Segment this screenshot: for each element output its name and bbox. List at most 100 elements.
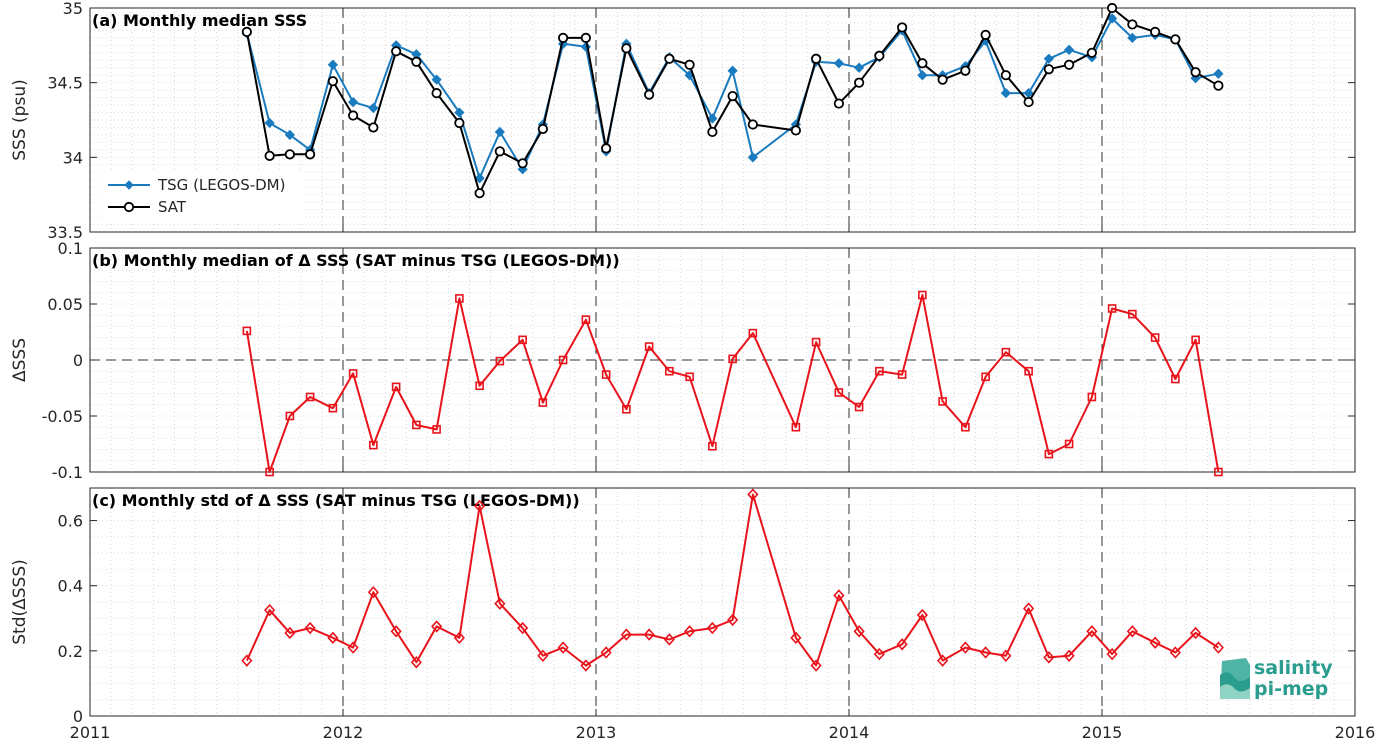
y-tick-label: -0.05 bbox=[42, 407, 83, 426]
series-line bbox=[245, 17, 1219, 180]
data-point bbox=[1000, 70, 1011, 81]
data-point bbox=[1213, 68, 1224, 79]
data-point bbox=[264, 603, 276, 617]
data-point bbox=[747, 152, 758, 163]
data-point bbox=[644, 342, 654, 351]
data-point bbox=[1086, 47, 1097, 58]
x-tick-label: 2012 bbox=[323, 723, 364, 742]
data-point bbox=[348, 369, 358, 378]
panel-title: (a) Monthly median SSS bbox=[92, 11, 307, 30]
data-point bbox=[517, 621, 529, 635]
data-point bbox=[1043, 53, 1055, 64]
data-point bbox=[1190, 626, 1202, 640]
data-point bbox=[854, 77, 865, 88]
legend: TSG (LEGOS-DM) SAT bbox=[102, 170, 306, 222]
data-point bbox=[494, 146, 505, 157]
data-point bbox=[390, 625, 402, 638]
data-point bbox=[1023, 602, 1035, 615]
data-point bbox=[1043, 651, 1055, 664]
data-point bbox=[1107, 2, 1118, 14]
y-tick-label: 0.4 bbox=[58, 577, 83, 596]
data-point bbox=[1087, 392, 1097, 402]
data-point bbox=[454, 117, 465, 129]
data-point bbox=[1086, 625, 1098, 638]
data-point bbox=[960, 65, 971, 76]
data-point bbox=[643, 628, 655, 641]
data-point bbox=[474, 499, 486, 513]
data-point bbox=[475, 381, 484, 391]
x-tick-labels: 2011 2012 2013 2014 2015 2016 bbox=[70, 723, 1376, 742]
data-point bbox=[727, 91, 738, 102]
data-point bbox=[1127, 19, 1138, 30]
data-point bbox=[897, 22, 908, 33]
legend-background bbox=[102, 170, 306, 222]
data-point bbox=[853, 625, 865, 638]
data-point bbox=[242, 326, 252, 336]
data-point bbox=[918, 290, 927, 300]
y-tick-label: 35 bbox=[63, 0, 83, 18]
data-point bbox=[897, 370, 907, 379]
y-tick-label: 0.6 bbox=[58, 512, 83, 531]
data-point bbox=[558, 32, 569, 43]
data-point bbox=[367, 586, 379, 599]
data-point bbox=[791, 422, 801, 432]
y-axis-label: SSS (psu) bbox=[10, 79, 30, 160]
data-point bbox=[517, 158, 528, 169]
y-tick-label: 34.5 bbox=[47, 74, 83, 93]
data-point bbox=[305, 149, 316, 160]
panel-c: 0 0.2 0.4 0.6 Std(ΔSSS) (c) Monthly std of Δ … bbox=[10, 487, 1356, 726]
data-point bbox=[581, 315, 591, 324]
data-point bbox=[685, 372, 694, 382]
data-point bbox=[431, 88, 442, 99]
data-point bbox=[432, 425, 441, 434]
data-point bbox=[811, 53, 822, 64]
data-point bbox=[391, 46, 402, 57]
data-point bbox=[241, 26, 252, 37]
data-point bbox=[790, 125, 801, 136]
data-point bbox=[833, 589, 845, 602]
data-point bbox=[1064, 439, 1074, 449]
data-point bbox=[264, 117, 275, 129]
data-point bbox=[1043, 64, 1054, 75]
data-point bbox=[580, 32, 591, 43]
data-point bbox=[264, 150, 275, 161]
data-point bbox=[558, 355, 568, 365]
data-point bbox=[980, 29, 991, 40]
legend-marker bbox=[124, 180, 134, 190]
data-point bbox=[348, 110, 359, 121]
logo-line1: salinity bbox=[1254, 657, 1333, 679]
data-point bbox=[834, 388, 844, 397]
legend-marker bbox=[123, 201, 135, 213]
data-point bbox=[917, 70, 928, 81]
panel-title: (c) Monthly std of Δ SSS (SAT minus TSG … bbox=[92, 491, 580, 510]
series-line bbox=[245, 294, 1220, 473]
data-point bbox=[1106, 647, 1118, 661]
data-point bbox=[368, 122, 379, 133]
data-point bbox=[747, 119, 758, 130]
data-point bbox=[896, 638, 908, 651]
data-point bbox=[1044, 449, 1054, 459]
data-point bbox=[285, 411, 295, 421]
data-point bbox=[1214, 467, 1223, 477]
data-point bbox=[454, 107, 465, 118]
legend-label: TSG (LEGOS-DM) bbox=[157, 176, 285, 194]
data-point bbox=[938, 397, 947, 406]
data-point bbox=[327, 76, 338, 87]
data-point bbox=[981, 372, 990, 382]
data-point bbox=[600, 646, 612, 659]
axes-box bbox=[89, 7, 1356, 233]
data-point bbox=[537, 123, 548, 135]
x-tick-label: 2014 bbox=[829, 723, 870, 742]
panel-title: (b) Monthly median of Δ SSS (SAT minus T… bbox=[92, 251, 620, 270]
data-point bbox=[1064, 59, 1075, 70]
data-point bbox=[474, 188, 485, 199]
data-point bbox=[833, 98, 844, 109]
data-point bbox=[1063, 44, 1075, 55]
data-point bbox=[601, 370, 611, 379]
data-point bbox=[538, 398, 548, 407]
data-point bbox=[663, 633, 675, 646]
data-point bbox=[727, 613, 739, 627]
y-axis-label: ΔSSS bbox=[10, 338, 30, 382]
data-point bbox=[241, 654, 253, 667]
data-point bbox=[453, 631, 465, 645]
